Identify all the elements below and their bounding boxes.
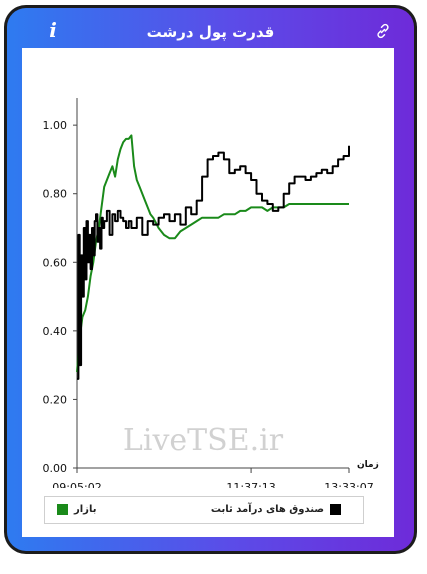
series-line-market xyxy=(76,134,349,373)
chart-panel: LiveTSE.ir 0.00 0.20 0.40 0.60 0.80 1.00 09:05… xyxy=(22,48,394,537)
y-tick-label: 0.60 xyxy=(43,256,68,269)
x-tick-label: 13:33:07 xyxy=(324,481,373,488)
y-tick-label: 0.20 xyxy=(43,393,68,406)
legend-swatch-fixed-income xyxy=(330,504,341,515)
chart-series xyxy=(76,134,350,380)
x-axis-label: زمان xyxy=(357,460,379,470)
y-tick-label: 0.40 xyxy=(43,325,68,338)
y-tick-label: 0.00 xyxy=(43,462,68,475)
chart-legend: صندوق های درآمد ثابت بازار xyxy=(44,496,364,524)
x-tick-label: 11:37:13 xyxy=(226,481,275,488)
x-tick-label: 09:05:02 xyxy=(52,481,101,488)
y-tick-label: 0.80 xyxy=(43,188,68,201)
card-title: قدرت پول درشت xyxy=(146,23,275,41)
info-icon[interactable]: i xyxy=(49,18,57,42)
legend-swatch-market xyxy=(57,504,68,515)
series-line-fixed-income xyxy=(77,145,350,380)
legend-label-market: بازار xyxy=(74,504,97,515)
legend-label-fixed-income: صندوق های درآمد ثابت xyxy=(210,504,324,515)
legend-item-fixed-income[interactable]: صندوق های درآمد ثابت xyxy=(211,504,341,515)
chart-ticks: 0.00 0.20 0.40 0.60 0.80 1.00 09:05:02 11:37:13… xyxy=(43,119,379,488)
y-tick-label: 1.00 xyxy=(43,119,68,132)
watermark: LiveTSE.ir xyxy=(123,423,284,458)
card-header: قدرت پول درشت i xyxy=(7,8,414,56)
line-chart: LiveTSE.ir 0.00 0.20 0.40 0.60 0.80 1.00 09:05… xyxy=(43,98,379,488)
chart-axes xyxy=(76,98,349,469)
legend-item-market[interactable]: بازار xyxy=(57,504,96,515)
link-icon[interactable] xyxy=(374,22,392,40)
